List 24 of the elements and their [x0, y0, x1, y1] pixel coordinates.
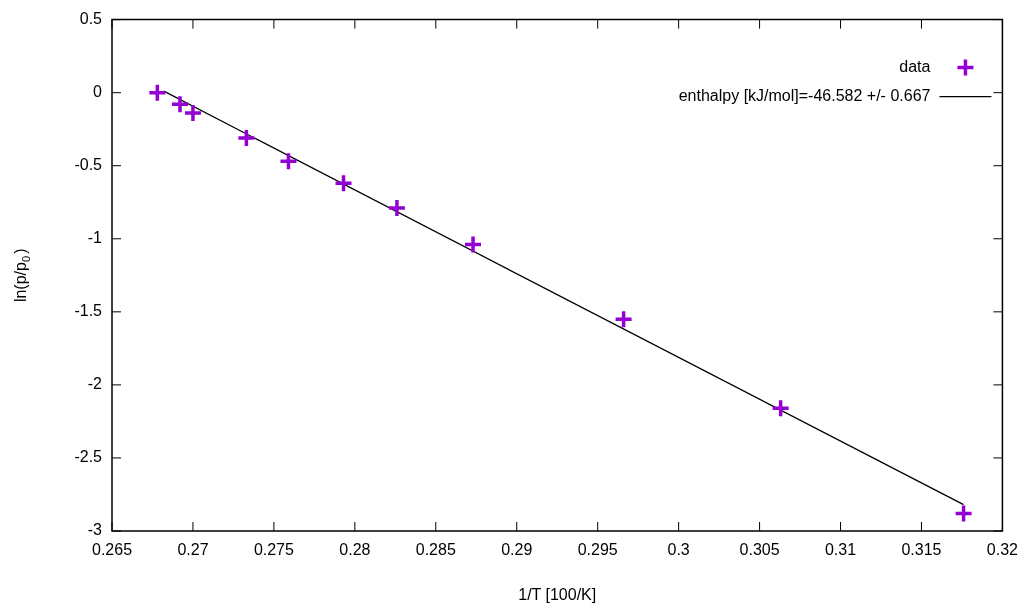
- x-tick-label: 0.295: [577, 541, 618, 559]
- x-tick-label: 0.275: [253, 541, 295, 559]
- y-tick-label: -1: [87, 229, 103, 247]
- x-tick-label: 0.28: [339, 541, 371, 559]
- x-tick-label: 0.315: [901, 541, 942, 559]
- x-tick-label: 0.27: [177, 541, 209, 559]
- y-tick-label: -1.5: [74, 302, 103, 320]
- x-tick-label: 0.32: [986, 541, 1019, 559]
- x-tick-label: 0.285: [415, 541, 456, 559]
- y-tick-label: -2: [87, 375, 103, 393]
- x-tick-label: 0.265: [91, 541, 133, 559]
- x-tick-label: 0.305: [739, 541, 780, 559]
- legend-label: enthalpy [kJ/mol]=-46.582 +/- 0.667: [678, 87, 931, 105]
- y-axis-title: ln(p/p0): [12, 248, 32, 303]
- x-tick-label: 0.29: [501, 541, 533, 559]
- legend-label: data: [899, 58, 931, 76]
- y-tick-label: -2.5: [74, 448, 103, 466]
- y-tick-label: 0: [93, 83, 103, 101]
- y-tick-label: 0.5: [79, 10, 103, 28]
- x-axis-title: 1/T [100/K]: [518, 585, 597, 603]
- y-tick-label: -0.5: [74, 156, 103, 174]
- x-tick-label: 0.31: [824, 541, 857, 559]
- x-tick-label: 0.3: [667, 541, 690, 559]
- y-tick-label: -3: [87, 521, 103, 539]
